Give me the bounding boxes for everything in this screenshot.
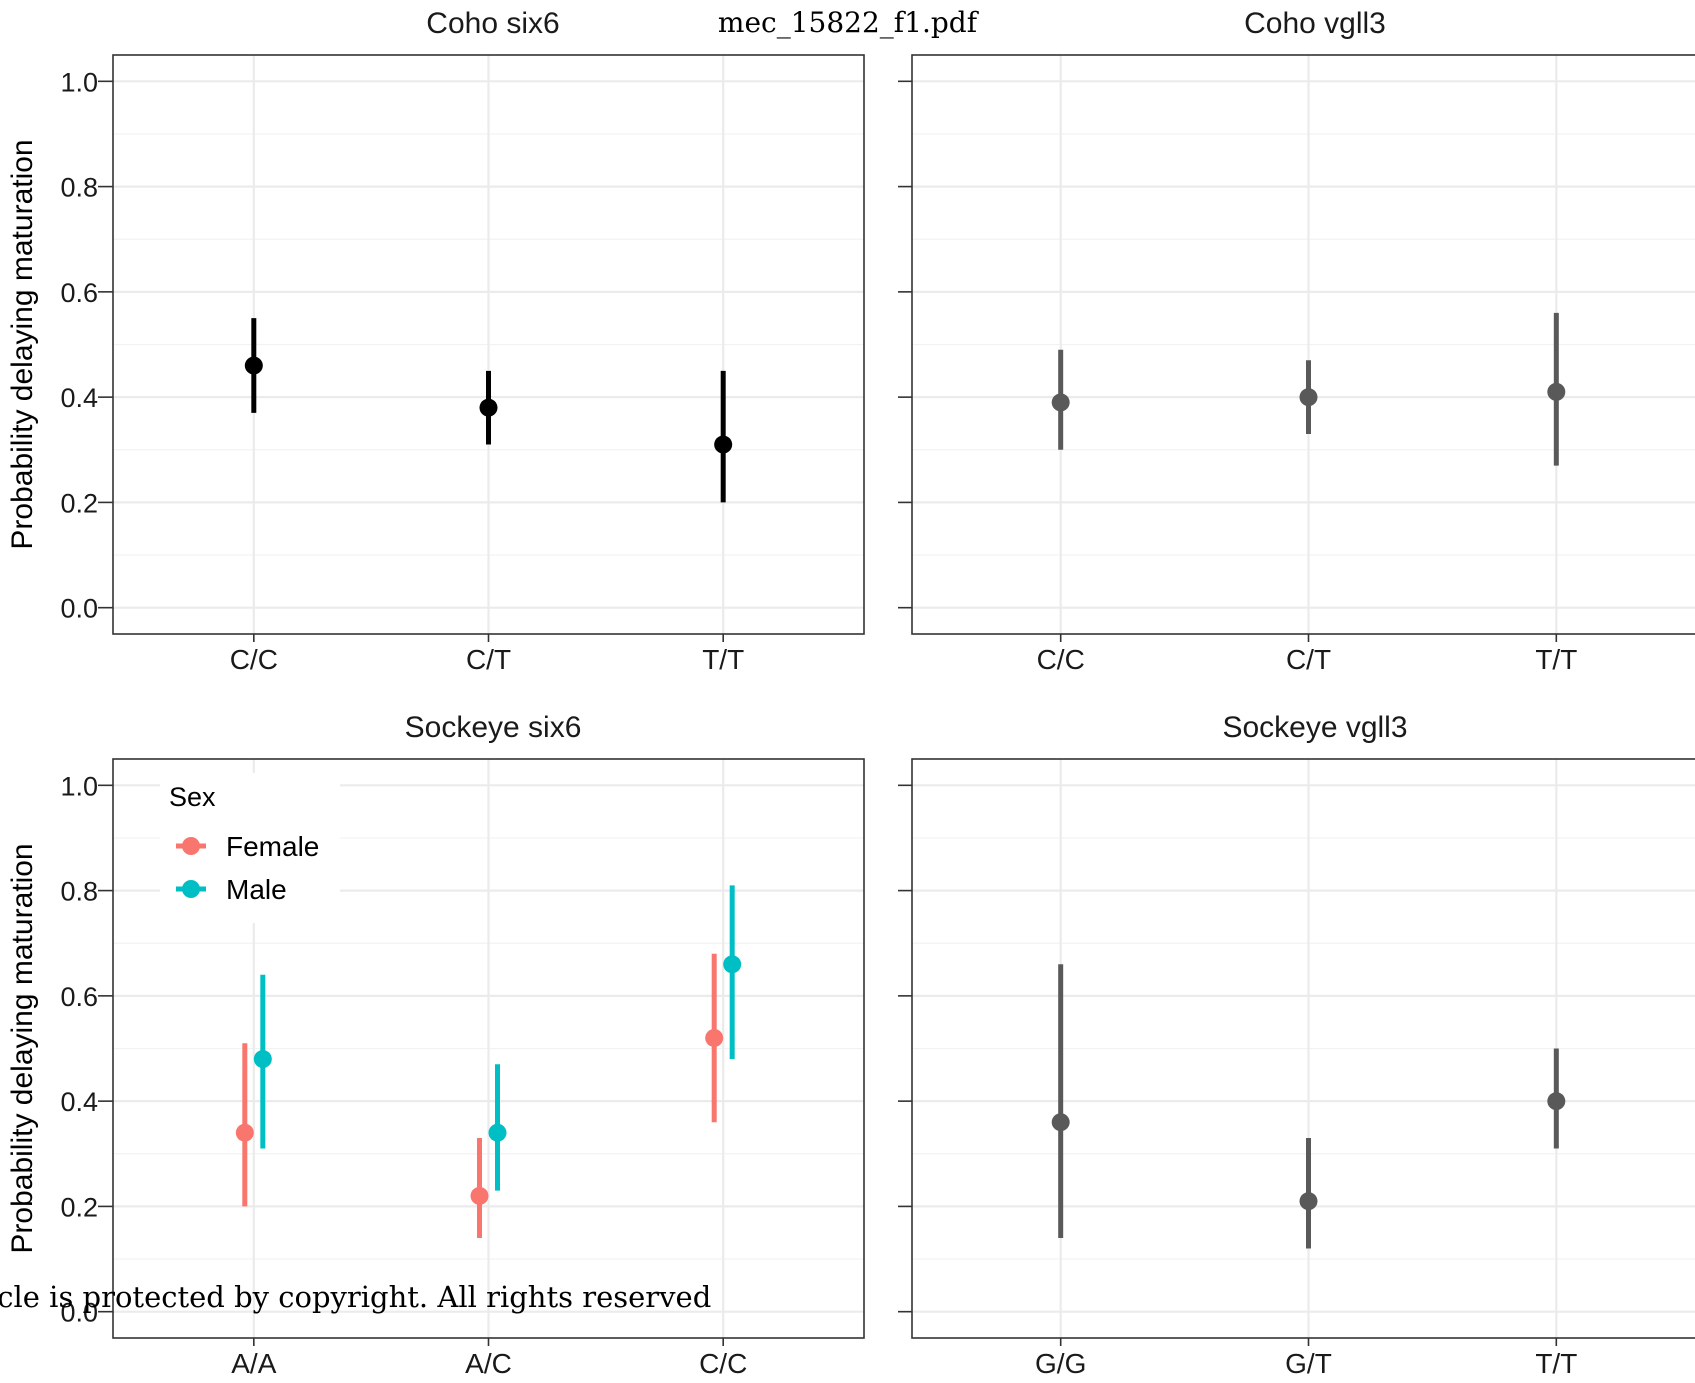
- x-tick-label: G/G: [1035, 1348, 1086, 1379]
- data-point: [705, 1028, 724, 1047]
- y-tick-label: 0.2: [60, 1192, 98, 1222]
- data-point: [1547, 382, 1566, 401]
- legend-label: Male: [226, 874, 287, 905]
- panel-title: Sockeye six6: [405, 711, 582, 744]
- data-point: [1299, 388, 1318, 407]
- y-tick-label: 0.4: [60, 383, 98, 413]
- y-tick-label: 0.0: [60, 594, 98, 624]
- data-point: [488, 1123, 507, 1142]
- data-point: [479, 398, 498, 417]
- file-label: mec_15822_f1.pdf: [717, 6, 978, 39]
- data-point: [235, 1123, 254, 1142]
- legend-label: Female: [226, 831, 319, 862]
- legend-key-point: [182, 837, 200, 855]
- x-tick-label: T/T: [1535, 644, 1577, 675]
- data-point: [1051, 393, 1070, 412]
- x-tick-label: C/T: [1286, 644, 1331, 675]
- y-tick-label: 0.4: [60, 1087, 98, 1117]
- x-tick-label: G/T: [1285, 1348, 1332, 1379]
- y-tick-label: 1.0: [60, 67, 98, 97]
- copyright-notice: icle is protected by copyright. All righ…: [0, 1280, 712, 1314]
- x-tick-label: C/C: [699, 1348, 747, 1379]
- x-tick-label: T/T: [702, 644, 744, 675]
- x-tick-label: A/A: [231, 1348, 276, 1379]
- data-point: [1051, 1113, 1070, 1132]
- legend-key-point: [182, 880, 200, 898]
- y-axis-label: Probability delaying maturation: [6, 843, 39, 1253]
- x-tick-label: T/T: [1535, 1348, 1577, 1379]
- y-tick-label: 0.6: [60, 982, 98, 1012]
- data-point: [1547, 1092, 1566, 1111]
- data-point: [244, 356, 263, 375]
- y-axis-label: Probability delaying maturation: [6, 139, 39, 549]
- panel-title: Coho vgll3: [1244, 7, 1386, 40]
- data-point: [253, 1050, 272, 1069]
- y-tick-label: 0.6: [60, 278, 98, 308]
- panel-title: Sockeye vgll3: [1222, 711, 1407, 744]
- y-tick-label: 0.0: [60, 1298, 98, 1328]
- y-tick-label: 0.2: [60, 488, 98, 518]
- data-point: [714, 435, 733, 454]
- legend-title: Sex: [169, 782, 216, 812]
- y-tick-label: 0.8: [60, 173, 98, 203]
- data-point: [723, 955, 742, 974]
- panel-title: Coho six6: [426, 7, 559, 40]
- y-tick-label: 1.0: [60, 771, 98, 801]
- data-point: [1299, 1192, 1318, 1211]
- y-tick-label: 0.8: [60, 877, 98, 907]
- x-tick-label: C/C: [1037, 644, 1085, 675]
- x-tick-label: C/T: [466, 644, 511, 675]
- x-tick-label: A/C: [465, 1348, 512, 1379]
- x-tick-label: C/C: [230, 644, 278, 675]
- data-point: [470, 1186, 489, 1205]
